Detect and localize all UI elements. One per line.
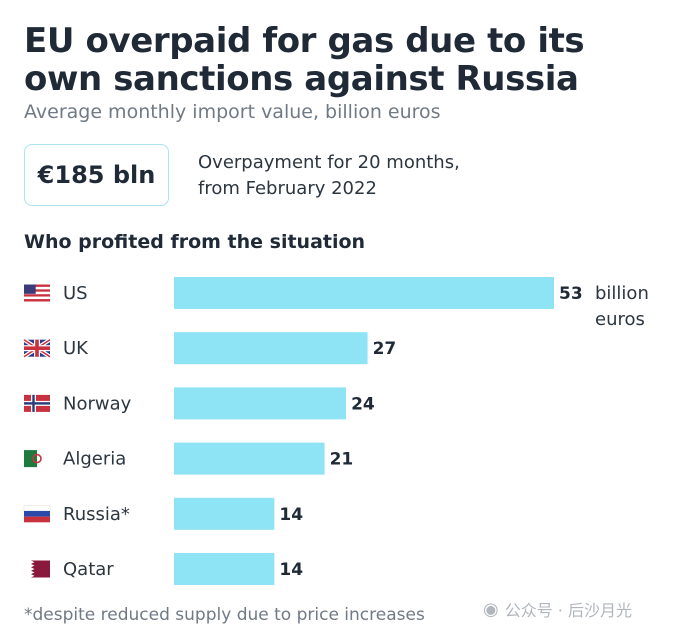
- algeria-flag-green: [24, 450, 37, 468]
- value-label: 27: [373, 339, 397, 359]
- norway-flag-icon: [24, 394, 50, 412]
- uk-flag-icon: [22, 338, 52, 359]
- bar: [174, 497, 275, 530]
- wechat-icon: ◉: [483, 598, 499, 620]
- category-label: Norway: [63, 393, 132, 414]
- value-label: 53: [559, 284, 583, 304]
- us-flag-stripe: [24, 284, 50, 287]
- bar: [174, 277, 554, 309]
- norway-flag-cross-blue: [24, 402, 50, 405]
- bar: [174, 387, 347, 420]
- us-flag-stripe: [24, 294, 50, 297]
- russia-flag-icon: [23, 505, 51, 523]
- overpayment-note-line2: from February 2022: [198, 178, 377, 199]
- value-label: 14: [279, 505, 303, 525]
- us-flag-stripe: [24, 299, 50, 302]
- section-heading: Who profited from the situation: [24, 231, 366, 253]
- category-label: Qatar: [63, 559, 114, 580]
- us-flag-canton: [24, 284, 36, 294]
- unit-label: billion: [595, 283, 649, 304]
- algeria-flag-icon: [24, 450, 50, 468]
- value-label: 24: [351, 394, 375, 414]
- value-label: 21: [330, 450, 354, 470]
- overpayment-total-badge: €185 bln: [24, 144, 169, 206]
- bar: [174, 332, 368, 365]
- us-flag-stripe: [24, 286, 50, 290]
- footnote: *despite reduced supply due to price inc…: [24, 605, 425, 625]
- us-flag-stripe: [24, 289, 50, 292]
- overpayment-note-line1: Overpayment for 20 months,: [198, 152, 460, 173]
- category-label: Algeria: [63, 449, 126, 470]
- us-flag-stripe: [24, 296, 50, 300]
- overpayment-total-value: €185 bln: [37, 161, 156, 189]
- qatar-flag-icon: [24, 560, 50, 578]
- russia-flag-blue: [24, 510, 50, 517]
- algeria-flag-white: [37, 450, 50, 468]
- overpayment-note: Overpayment for 20 months, from February…: [198, 150, 460, 202]
- watermark-text: 公众号 · 后沙月光: [504, 601, 632, 620]
- unit-label: euros: [595, 309, 645, 330]
- chart-title: EU overpaid for gas due to its own sanct…: [24, 21, 585, 99]
- us-flag-stripe: [24, 291, 50, 295]
- us-flag-icon: [24, 284, 50, 302]
- russia-flag-white: [23, 505, 51, 512]
- russia-flag-red: [24, 516, 50, 523]
- category-label: Russia*: [63, 504, 130, 525]
- chart-subtitle: Average monthly import value, billion eu…: [24, 101, 441, 123]
- qatar-flag-serrated: [24, 560, 35, 578]
- watermark: ◉ 公众号 · 后沙月光: [483, 597, 632, 621]
- uk-flag-cross-red: [24, 346, 50, 350]
- value-label: 14: [279, 560, 303, 580]
- bar: [174, 553, 275, 585]
- bar: [174, 442, 325, 475]
- category-label: UK: [63, 338, 89, 359]
- algeria-flag-crescent: [32, 453, 42, 464]
- category-label: US: [63, 283, 88, 304]
